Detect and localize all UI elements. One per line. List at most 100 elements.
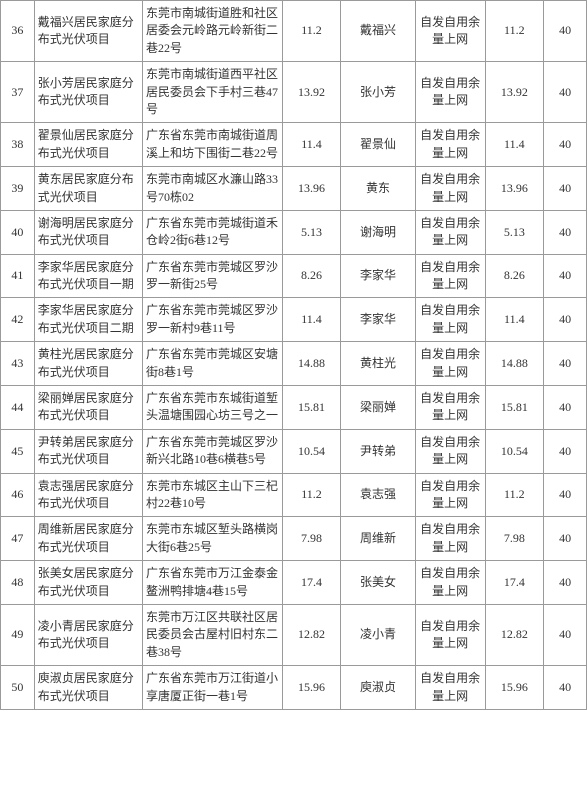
cell-idx: 37 xyxy=(1,62,35,123)
cell-mode: 自发自用余量上网 xyxy=(415,429,485,473)
table-row: 37张小芳居民家庭分布式光伏项目东莞市南城街道西平社区居民委员会下手村三巷47号… xyxy=(1,62,587,123)
pv-projects-table: 36戴福兴居民家庭分布式光伏项目东莞市南城街道胜和社区居委会元岭路元岭新街二巷2… xyxy=(0,0,587,710)
cell-value1: 13.92 xyxy=(282,62,341,123)
cell-owner: 张美女 xyxy=(341,561,415,605)
table-row: 45尹转弟居民家庭分布式光伏项目广东省东莞市莞城区罗沙新兴北路10巷6横巷5号1… xyxy=(1,429,587,473)
cell-value1: 10.54 xyxy=(282,429,341,473)
cell-address: 广东省东莞市莞城区罗沙新兴北路10巷6横巷5号 xyxy=(142,429,282,473)
cell-value2: 13.92 xyxy=(485,62,544,123)
table-row: 43黄柱光居民家庭分布式光伏项目广东省东莞市莞城区安塘街8巷1号14.88黄柱光… xyxy=(1,342,587,386)
cell-value2: 15.96 xyxy=(485,666,544,710)
cell-value1: 11.2 xyxy=(282,1,341,62)
cell-value3: 40 xyxy=(544,123,587,167)
cell-mode: 自发自用余量上网 xyxy=(415,666,485,710)
cell-owner: 张小芳 xyxy=(341,62,415,123)
cell-mode: 自发自用余量上网 xyxy=(415,604,485,665)
table-row: 46袁志强居民家庭分布式光伏项目东莞市东城区主山下三杞村22巷10号11.2袁志… xyxy=(1,473,587,517)
cell-value3: 40 xyxy=(544,167,587,211)
cell-idx: 36 xyxy=(1,1,35,62)
table-row: 50庾淑贞居民家庭分布式光伏项目广东省东莞市万江街道小享唐厦正街一巷1号15.9… xyxy=(1,666,587,710)
cell-value2: 8.26 xyxy=(485,254,544,298)
cell-address: 广东省东莞市莞城区安塘街8巷1号 xyxy=(142,342,282,386)
table-row: 41李家华居民家庭分布式光伏项目一期广东省东莞市莞城区罗沙罗一新街25号8.26… xyxy=(1,254,587,298)
cell-value3: 40 xyxy=(544,429,587,473)
cell-idx: 41 xyxy=(1,254,35,298)
cell-project: 李家华居民家庭分布式光伏项目二期 xyxy=(34,298,142,342)
cell-owner: 翟景仙 xyxy=(341,123,415,167)
cell-owner: 李家华 xyxy=(341,254,415,298)
cell-project: 黄柱光居民家庭分布式光伏项目 xyxy=(34,342,142,386)
table-row: 40谢海明居民家庭分布式光伏项目广东省东莞市莞城街道禾仓岭2街6巷12号5.13… xyxy=(1,210,587,254)
cell-value3: 40 xyxy=(544,473,587,517)
cell-value3: 40 xyxy=(544,210,587,254)
cell-idx: 38 xyxy=(1,123,35,167)
cell-value1: 8.26 xyxy=(282,254,341,298)
cell-project: 尹转弟居民家庭分布式光伏项目 xyxy=(34,429,142,473)
cell-project: 翟景仙居民家庭分布式光伏项目 xyxy=(34,123,142,167)
cell-idx: 48 xyxy=(1,561,35,605)
cell-value1: 11.2 xyxy=(282,473,341,517)
cell-mode: 自发自用余量上网 xyxy=(415,62,485,123)
cell-address: 东莞市东城区主山下三杞村22巷10号 xyxy=(142,473,282,517)
cell-owner: 凌小青 xyxy=(341,604,415,665)
cell-address: 广东省东莞市莞城区罗沙罗一新村9巷11号 xyxy=(142,298,282,342)
cell-owner: 戴福兴 xyxy=(341,1,415,62)
cell-value1: 17.4 xyxy=(282,561,341,605)
cell-idx: 42 xyxy=(1,298,35,342)
cell-project: 黄东居民家庭分布式光伏项目 xyxy=(34,167,142,211)
cell-mode: 自发自用余量上网 xyxy=(415,210,485,254)
cell-value1: 7.98 xyxy=(282,517,341,561)
cell-owner: 庾淑贞 xyxy=(341,666,415,710)
cell-address: 东莞市南城街道西平社区居民委员会下手村三巷47号 xyxy=(142,62,282,123)
cell-owner: 尹转弟 xyxy=(341,429,415,473)
cell-mode: 自发自用余量上网 xyxy=(415,561,485,605)
cell-value1: 11.4 xyxy=(282,123,341,167)
cell-address: 广东省东莞市万江街道小享唐厦正街一巷1号 xyxy=(142,666,282,710)
cell-address: 广东省东莞市南城街道周溪上和坊下围街二巷22号 xyxy=(142,123,282,167)
table-row: 47周维新居民家庭分布式光伏项目东莞市东城区堑头路横岗大街6巷25号7.98周维… xyxy=(1,517,587,561)
cell-project: 周维新居民家庭分布式光伏项目 xyxy=(34,517,142,561)
cell-project: 张小芳居民家庭分布式光伏项目 xyxy=(34,62,142,123)
cell-value3: 40 xyxy=(544,561,587,605)
table-row: 39黄东居民家庭分布式光伏项目东莞市南城区水濂山路33号70栋0213.96黄东… xyxy=(1,167,587,211)
cell-value2: 11.4 xyxy=(485,123,544,167)
cell-value2: 15.81 xyxy=(485,386,544,430)
cell-value3: 40 xyxy=(544,517,587,561)
cell-idx: 44 xyxy=(1,386,35,430)
cell-value2: 12.82 xyxy=(485,604,544,665)
cell-mode: 自发自用余量上网 xyxy=(415,254,485,298)
cell-value3: 40 xyxy=(544,298,587,342)
cell-address: 东莞市东城区堑头路横岗大街6巷25号 xyxy=(142,517,282,561)
cell-idx: 50 xyxy=(1,666,35,710)
cell-mode: 自发自用余量上网 xyxy=(415,298,485,342)
cell-mode: 自发自用余量上网 xyxy=(415,1,485,62)
cell-owner: 周维新 xyxy=(341,517,415,561)
cell-value2: 17.4 xyxy=(485,561,544,605)
cell-address: 东莞市南城街道胜和社区居委会元岭路元岭新街二巷22号 xyxy=(142,1,282,62)
cell-value3: 40 xyxy=(544,1,587,62)
cell-value1: 11.4 xyxy=(282,298,341,342)
cell-mode: 自发自用余量上网 xyxy=(415,123,485,167)
cell-mode: 自发自用余量上网 xyxy=(415,167,485,211)
cell-project: 袁志强居民家庭分布式光伏项目 xyxy=(34,473,142,517)
cell-value1: 13.96 xyxy=(282,167,341,211)
cell-idx: 49 xyxy=(1,604,35,665)
cell-idx: 46 xyxy=(1,473,35,517)
table-row: 36戴福兴居民家庭分布式光伏项目东莞市南城街道胜和社区居委会元岭路元岭新街二巷2… xyxy=(1,1,587,62)
cell-value2: 10.54 xyxy=(485,429,544,473)
cell-value1: 15.96 xyxy=(282,666,341,710)
cell-project: 凌小青居民家庭分布式光伏项目 xyxy=(34,604,142,665)
cell-idx: 40 xyxy=(1,210,35,254)
table-row: 48张美女居民家庭分布式光伏项目广东省东莞市万江金泰金鳌洲鸭排塘4巷15号17.… xyxy=(1,561,587,605)
cell-owner: 黄柱光 xyxy=(341,342,415,386)
cell-address: 广东省东莞市莞城街道禾仓岭2街6巷12号 xyxy=(142,210,282,254)
cell-address: 广东省东莞市莞城区罗沙罗一新街25号 xyxy=(142,254,282,298)
cell-value3: 40 xyxy=(544,62,587,123)
cell-owner: 袁志强 xyxy=(341,473,415,517)
page-container: 36戴福兴居民家庭分布式光伏项目东莞市南城街道胜和社区居委会元岭路元岭新街二巷2… xyxy=(0,0,587,710)
cell-value1: 14.88 xyxy=(282,342,341,386)
table-row: 44梁丽婵居民家庭分布式光伏项目广东省东莞市东城街道堑头温塘围园心坊三号之一15… xyxy=(1,386,587,430)
cell-owner: 梁丽婵 xyxy=(341,386,415,430)
cell-owner: 李家华 xyxy=(341,298,415,342)
cell-value2: 7.98 xyxy=(485,517,544,561)
